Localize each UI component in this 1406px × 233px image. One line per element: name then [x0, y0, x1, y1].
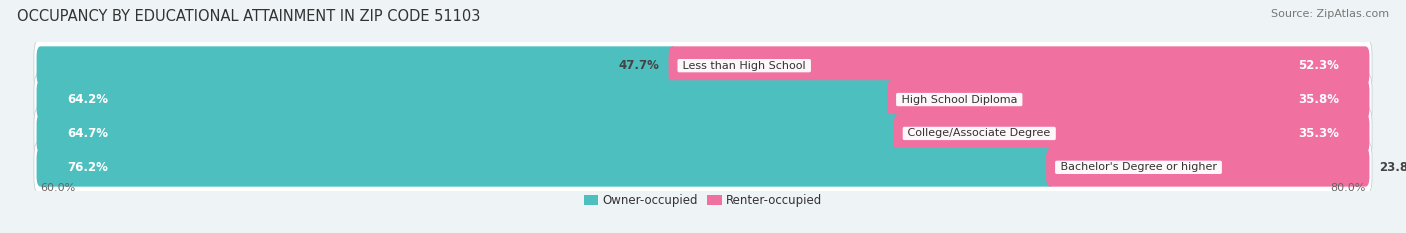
FancyBboxPatch shape: [34, 140, 1372, 195]
Text: OCCUPANCY BY EDUCATIONAL ATTAINMENT IN ZIP CODE 51103: OCCUPANCY BY EDUCATIONAL ATTAINMENT IN Z…: [17, 9, 481, 24]
FancyBboxPatch shape: [894, 114, 1369, 153]
Text: 23.8%: 23.8%: [1379, 161, 1406, 174]
FancyBboxPatch shape: [34, 38, 1372, 93]
Text: 80.0%: 80.0%: [1330, 183, 1365, 193]
Text: 76.2%: 76.2%: [67, 161, 108, 174]
Text: College/Associate Degree: College/Associate Degree: [904, 128, 1054, 138]
FancyBboxPatch shape: [37, 114, 901, 153]
Text: Bachelor's Degree or higher: Bachelor's Degree or higher: [1057, 162, 1220, 172]
FancyBboxPatch shape: [1046, 148, 1369, 187]
Text: 35.8%: 35.8%: [1298, 93, 1339, 106]
Text: High School Diploma: High School Diploma: [898, 95, 1021, 105]
Text: 47.7%: 47.7%: [619, 59, 659, 72]
FancyBboxPatch shape: [37, 80, 896, 119]
Text: 35.3%: 35.3%: [1298, 127, 1339, 140]
Text: 60.0%: 60.0%: [41, 183, 76, 193]
FancyBboxPatch shape: [34, 72, 1372, 127]
Text: Less than High School: Less than High School: [679, 61, 810, 71]
Text: 64.2%: 64.2%: [67, 93, 108, 106]
FancyBboxPatch shape: [34, 106, 1372, 161]
FancyBboxPatch shape: [669, 46, 1369, 85]
FancyBboxPatch shape: [37, 148, 1054, 187]
FancyBboxPatch shape: [37, 46, 676, 85]
Text: 52.3%: 52.3%: [1298, 59, 1339, 72]
Text: 64.7%: 64.7%: [67, 127, 108, 140]
Legend: Owner-occupied, Renter-occupied: Owner-occupied, Renter-occupied: [579, 190, 827, 212]
FancyBboxPatch shape: [887, 80, 1369, 119]
Text: Source: ZipAtlas.com: Source: ZipAtlas.com: [1271, 9, 1389, 19]
